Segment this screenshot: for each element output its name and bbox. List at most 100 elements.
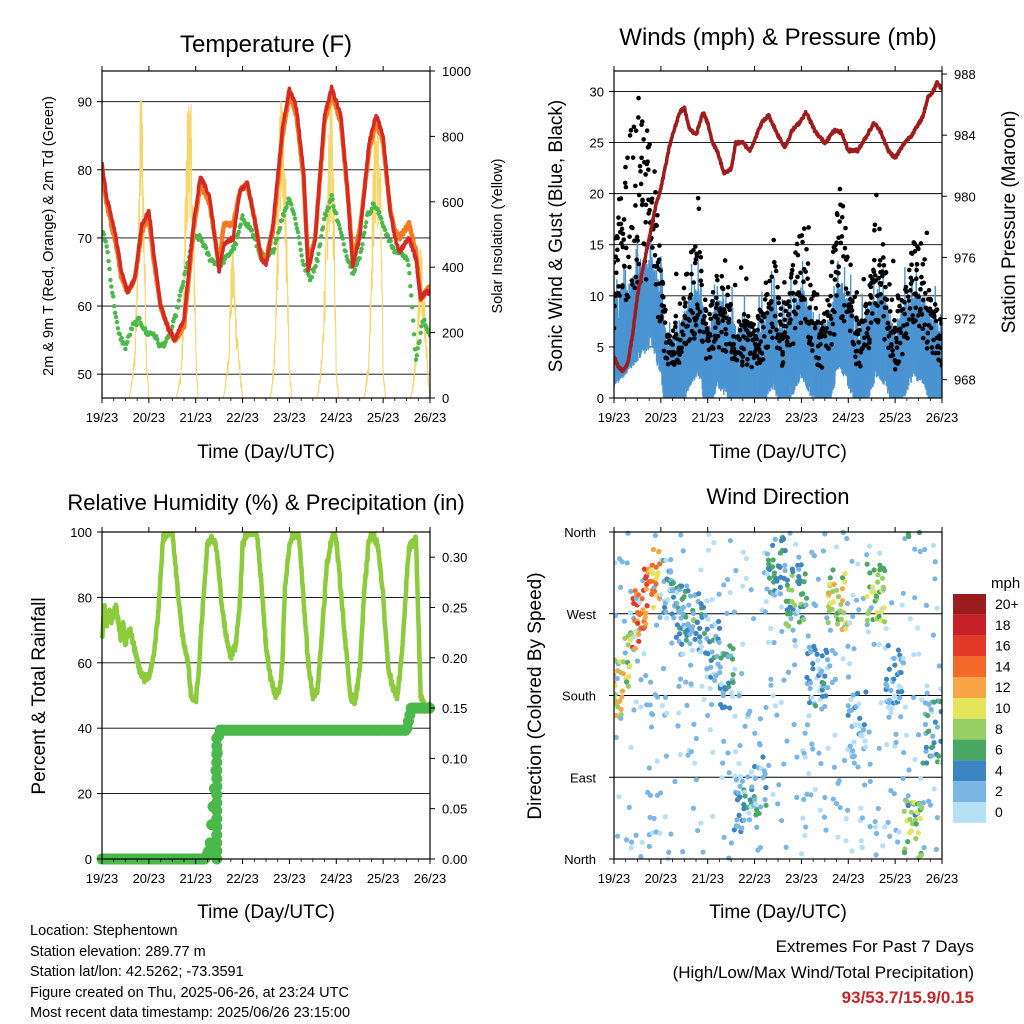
y2-tick-label: 0 [442, 391, 449, 406]
direction-point [697, 649, 704, 655]
dewpoint-point [109, 284, 114, 289]
gust-point [615, 235, 620, 241]
gust-point [862, 318, 868, 324]
direction-point [798, 851, 805, 857]
gust-point [825, 297, 830, 303]
gust-point [900, 306, 906, 312]
gust-point [837, 186, 843, 192]
direction-point [730, 672, 736, 678]
gust-point [622, 180, 628, 186]
direction-point [622, 650, 628, 656]
dewpoint-point [173, 313, 179, 319]
direction-point [731, 609, 738, 615]
direction-point [915, 625, 921, 631]
gust-point [665, 361, 671, 367]
direction-point [771, 570, 778, 576]
x-tick-label: 19/23 [598, 410, 631, 425]
direction-point [898, 714, 904, 720]
dewpoint-point [406, 262, 411, 268]
dewpoint-point [108, 277, 113, 283]
direction-point [903, 732, 910, 738]
gust-point [838, 240, 844, 246]
gust-point [828, 293, 833, 299]
gust-point [723, 349, 729, 354]
gust-point [684, 271, 690, 277]
x-tick-label: 19/23 [86, 410, 119, 425]
gust-point [890, 258, 896, 264]
gust-point [900, 351, 905, 357]
legend-label: 0 [995, 804, 1003, 820]
y-tick-label: 5 [597, 340, 604, 355]
direction-point [639, 839, 645, 845]
gust-point [828, 316, 834, 321]
direction-point [809, 694, 815, 700]
direction-point [618, 715, 624, 721]
direction-point [743, 575, 749, 581]
dewpoint-point [107, 266, 112, 272]
gust-point [661, 295, 666, 300]
direction-point [617, 584, 624, 590]
direction-point [916, 651, 922, 657]
gust-point [654, 223, 659, 228]
y-tick-label: 100 [70, 525, 92, 540]
gust-point [741, 312, 747, 317]
dewpoint-point [134, 322, 139, 328]
gust-point [719, 329, 724, 335]
gust-point [632, 238, 637, 244]
direction-point [930, 744, 936, 750]
info-elevation: Station elevation: 289.77 m [30, 943, 206, 960]
x-tick-label: 26/23 [414, 871, 447, 886]
temperature-y2-label: Solar Insolation (Yellow) [490, 158, 506, 313]
direction-point [664, 710, 670, 717]
gust-point [660, 281, 666, 286]
info-created: Figure created on Thu, 2025-06-26, at 23… [30, 984, 349, 1001]
direction-point [832, 651, 838, 657]
gust-point [854, 317, 860, 323]
gust-point [863, 301, 869, 307]
direction-point [777, 564, 783, 570]
direction-point [812, 786, 818, 793]
direction-point [936, 663, 942, 669]
direction-point [727, 589, 733, 596]
direction-point [919, 697, 925, 703]
direction-point [720, 693, 726, 699]
direction-point [751, 763, 758, 770]
gust-point [715, 316, 720, 322]
direction-point [736, 693, 742, 699]
gust-point [691, 247, 696, 253]
direction-point [886, 666, 893, 672]
direction-point [891, 655, 897, 661]
gust-point [632, 285, 637, 291]
dewpoint-point [289, 202, 294, 207]
gust-point [869, 295, 874, 300]
direction-point [614, 612, 619, 619]
dewpoint-point [419, 323, 424, 329]
gust-point [916, 294, 921, 300]
gust-point [630, 155, 636, 160]
direction-point [933, 846, 939, 852]
direction-point [882, 824, 888, 830]
gust-point [623, 164, 628, 170]
gust-point [799, 233, 805, 238]
direction-point [924, 683, 930, 689]
direction-point [807, 680, 814, 686]
direction-point [666, 849, 672, 855]
gust-point [614, 303, 617, 309]
direction-point [842, 571, 848, 577]
gust-point [824, 325, 829, 331]
legend-swatch [953, 594, 986, 615]
gust-point [656, 257, 662, 262]
gust-point [892, 318, 897, 323]
gust-point [938, 345, 942, 351]
gust-point [778, 306, 784, 311]
y-tick-label: 20 [590, 187, 604, 202]
dewpoint-point [380, 220, 385, 225]
direction-point [619, 694, 625, 700]
gust-point [695, 305, 701, 311]
gust-point [836, 264, 842, 269]
gust-point [860, 345, 865, 351]
direction-point [757, 742, 763, 748]
direction-point [764, 571, 770, 577]
gust-point [893, 335, 899, 341]
gust-point [848, 304, 854, 310]
